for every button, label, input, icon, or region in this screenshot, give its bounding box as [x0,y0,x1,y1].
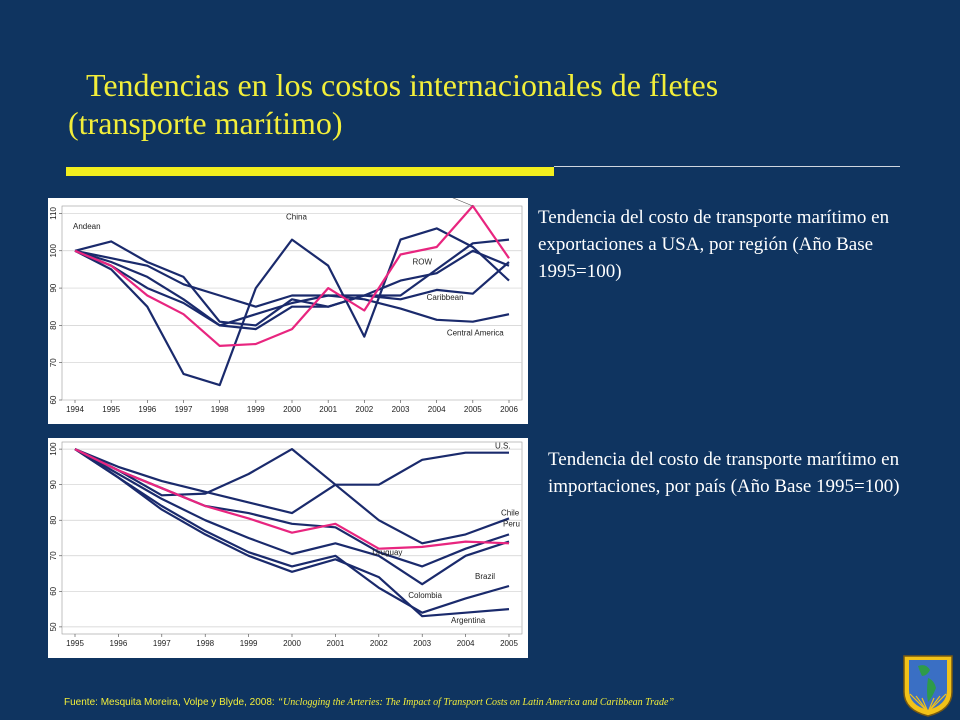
c1-xtick-label: 1996 [138,405,156,414]
c1-series-label-row: ROW [413,258,433,267]
c1-xtick-label: 2006 [500,405,518,414]
c1-ytick-label: 90 [49,283,58,292]
c2-series-uruguay [74,448,510,550]
c2-ytick-label: 90 [49,480,58,489]
c1-ytick-label: 110 [49,207,58,220]
c2-xtick-label: 2005 [500,639,518,648]
c2-xtick-label: 1999 [240,639,258,648]
c1-xtick-label: 2001 [319,405,337,414]
c1-series-andean [74,238,510,327]
c2-ytick-label: 100 [49,442,58,456]
c1-ytick-label: 100 [49,244,58,258]
c1-xtick-label: 2005 [464,405,482,414]
c2-series-u-s [74,448,509,497]
c2-xtick-label: 1998 [196,639,214,648]
source-note: Fuente: Mesquita Moreira, Volpe y Blyde,… [64,697,924,708]
import-cost-chart: 50 60 70 80 90 100 1995 1996 1997 1998 1999 2000 200… [48,438,528,658]
c2-series-label-peru: Peru [503,519,520,528]
slide-title-line1: Tendencias en los costos internacionales… [86,67,719,103]
c1-xtick-label: 1999 [247,405,265,414]
c1-ytick-label: 70 [49,358,58,367]
c1-xtick-label: 2000 [283,405,301,414]
c2-series-chile [74,448,510,545]
c2-xtick-label: 1995 [66,639,84,648]
c1-xtick-label: 2002 [355,405,373,414]
c1-ytick-label: 80 [49,320,58,329]
c1-series-caribbean [74,249,510,331]
c2-series-label-argentina: Argentina [451,616,486,625]
c1-series-label-central-america: Central America [447,329,504,338]
c1-xtick-label: 1994 [66,405,84,414]
source-prefix: Fuente: Mesquita Moreira, Volpe y Blyde,… [64,697,278,708]
title-underline-bar [66,167,554,176]
c2-series-colombia [74,448,510,586]
c2-series-label-colombia: Colombia [408,591,442,600]
c1-xtick-label: 1995 [102,405,120,414]
c2-series-label-brazil: Brazil [475,572,495,581]
c2-ytick-label: 50 [49,622,58,631]
c2-xtick-label: 2003 [413,639,431,648]
c1-xtick-label: 1997 [175,405,193,414]
c2-ytick-label: 80 [49,515,58,524]
c2-series-brazil [74,448,510,614]
export-cost-chart: 60 70 80 90 100 110 1994 1995 1996 1997 1998 1999 20… [48,198,528,424]
c2-series-label-uruguay: Uruguay [372,548,402,557]
c2-xtick-label: 1996 [110,639,128,648]
c2-xtick-label: 1997 [153,639,171,648]
c2-xtick-label: 2004 [457,639,475,648]
c1-xtick-label: 1998 [211,405,229,414]
c2-series-label-chile: Chile [501,508,520,517]
c2-series-argentina [74,448,510,618]
c1-series-label-caribbean: Caribbean [427,293,464,302]
c1-label-leader [452,198,473,207]
source-title: “Unclogging the Arteries: The Impact of … [277,697,675,708]
c2-ytick-label: 60 [49,586,58,595]
c1-xtick-label: 2004 [428,405,446,414]
c2-series-label-u-s: U.S. [495,442,511,451]
c1-series-mercosur-chile [74,204,510,347]
c1-series-label-china: China [286,213,307,222]
title-underline-rule [554,166,900,167]
c2-xtick-label: 2000 [283,639,301,648]
c1-series-row [74,249,510,327]
slide-title-line2: (transporte marítimo) [68,105,343,141]
c2-xtick-label: 2001 [327,639,345,648]
slide-title: Tendencias en los costos internacionales… [68,66,928,142]
import-chart-caption: Tendencia del costo de transporte maríti… [548,449,900,497]
institution-logo [903,655,953,717]
c2-xtick-label: 2002 [370,639,388,648]
c1-xtick-label: 2003 [392,405,410,414]
c1-ytick-label: 60 [49,395,58,404]
c1-series-central-america [74,249,510,323]
c2-ytick-label: 70 [49,551,58,560]
c1-series-china [74,227,510,387]
c1-series-label-andean: Andean [73,222,101,231]
export-chart-caption: Tendencia del costo de transporte maríti… [538,207,890,282]
